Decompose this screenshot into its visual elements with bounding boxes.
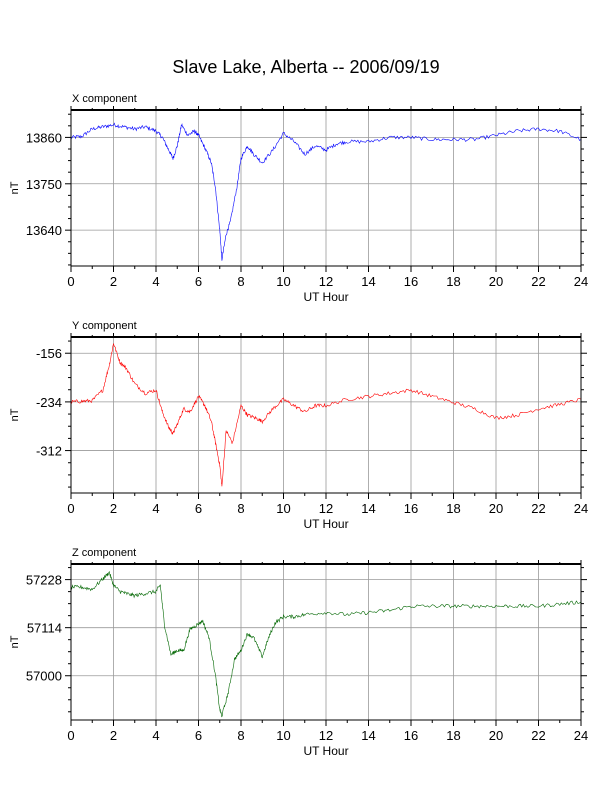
- x-tick-label: 24: [574, 728, 588, 743]
- y-tick-label: 57000: [26, 669, 62, 684]
- x-tick-label: 10: [276, 728, 290, 743]
- x-tick-label: 18: [446, 274, 460, 289]
- x-tick-label: 16: [404, 274, 418, 289]
- x-axis-label: UT Hour: [303, 290, 348, 304]
- y-axis-label: nT: [9, 408, 21, 421]
- x-tick-label: 2: [110, 274, 117, 289]
- x-tick-label: 6: [195, 274, 202, 289]
- x-tick-label: 0: [67, 274, 74, 289]
- series-line: [70, 570, 582, 718]
- x-tick-label: 20: [489, 728, 503, 743]
- page-title: Slave Lake, Alberta -- 2006/09/19: [172, 57, 440, 77]
- x-tick-label: 22: [531, 728, 545, 743]
- x-tick-label: 12: [319, 728, 333, 743]
- x-tick-label: 8: [237, 728, 244, 743]
- panel-title: X component: [72, 93, 137, 105]
- x-tick-label: 24: [574, 274, 588, 289]
- x-tick-label: 6: [195, 728, 202, 743]
- y-tick-label: 57228: [26, 573, 62, 588]
- y-tick-label: -234: [36, 395, 62, 410]
- panel-title: Y component: [72, 320, 137, 332]
- x-tick-label: 8: [237, 274, 244, 289]
- series-line: [70, 122, 582, 261]
- x-tick-label: 4: [152, 274, 159, 289]
- y-tick-label: 57114: [27, 621, 62, 636]
- x-tick-label: 4: [152, 501, 159, 516]
- y-axis-label: nT: [9, 635, 21, 648]
- x-tick-label: 0: [67, 501, 74, 516]
- x-tick-label: 24: [574, 501, 588, 516]
- x-tick-label: 10: [276, 274, 290, 289]
- panel-title: Z component: [72, 547, 136, 559]
- x-tick-label: 18: [446, 501, 460, 516]
- x-tick-label: 12: [319, 501, 333, 516]
- x-axis-label: UT Hour: [303, 517, 348, 531]
- x-tick-label: 14: [361, 728, 375, 743]
- x-tick-label: 14: [361, 501, 375, 516]
- x-tick-label: 0: [67, 728, 74, 743]
- x-tick-label: 8: [237, 501, 244, 516]
- x-tick-label: 20: [489, 274, 503, 289]
- x-tick-label: 12: [319, 274, 333, 289]
- x-tick-label: 6: [195, 501, 202, 516]
- y-tick-label: 13640: [26, 223, 62, 238]
- x-tick-label: 22: [531, 274, 545, 289]
- x-tick-label: 10: [276, 501, 290, 516]
- x-tick-label: 22: [531, 501, 545, 516]
- y-tick-label: 13860: [26, 130, 62, 145]
- x-tick-label: 20: [489, 501, 503, 516]
- y-tick-label: -312: [36, 444, 62, 459]
- x-tick-label: 4: [152, 728, 159, 743]
- y-tick-label: -156: [36, 346, 62, 361]
- x-tick-label: 18: [446, 728, 460, 743]
- y-axis-label: nT: [9, 181, 21, 194]
- y-tick-label: 13750: [26, 177, 62, 192]
- x-tick-label: 2: [110, 501, 117, 516]
- series-line: [70, 342, 582, 487]
- x-axis-label: UT Hour: [303, 744, 348, 758]
- x-tick-label: 2: [110, 728, 117, 743]
- x-tick-label: 16: [404, 501, 418, 516]
- x-tick-label: 14: [361, 274, 375, 289]
- x-tick-label: 16: [404, 728, 418, 743]
